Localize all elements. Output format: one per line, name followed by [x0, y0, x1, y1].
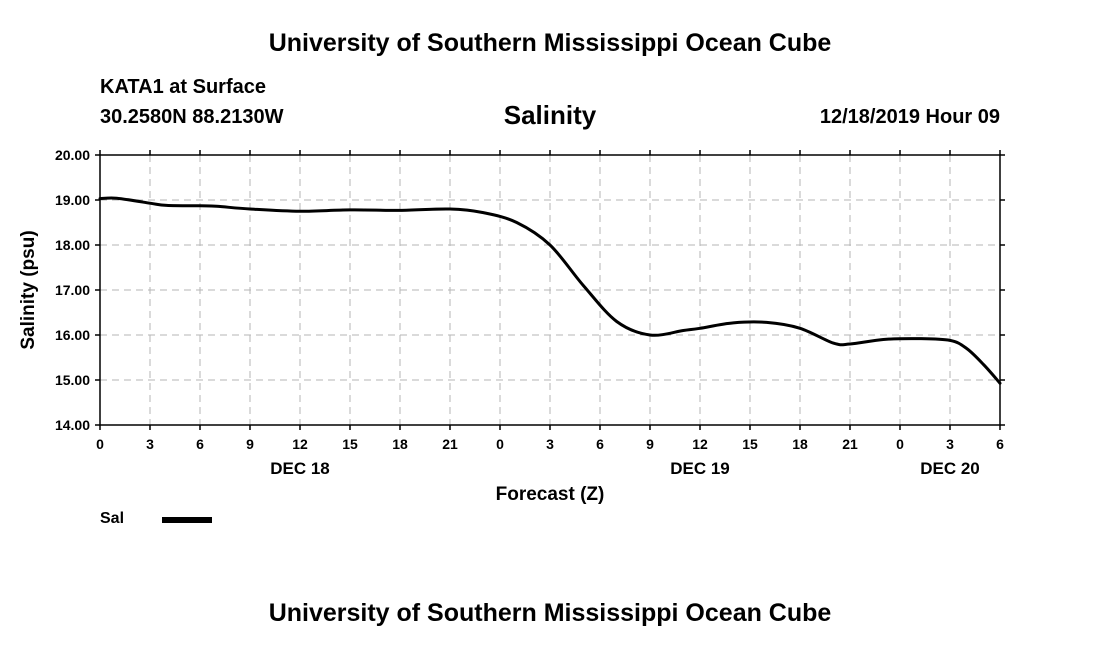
x-tick-label: 15 — [742, 436, 758, 452]
x-tick-label: 0 — [496, 436, 504, 452]
x-tick-label: 12 — [292, 436, 308, 452]
y-tick-label: 15.00 — [55, 372, 90, 388]
x-tick-label: 6 — [196, 436, 204, 452]
x-tick-label: 6 — [996, 436, 1004, 452]
top-title: University of Southern Mississippi Ocean… — [268, 29, 832, 57]
y-tick-label: 16.00 — [55, 327, 90, 343]
axis-ticks — [95, 150, 1005, 430]
x-date-label: DEC 18 — [270, 459, 330, 478]
y-tick-label: 14.00 — [55, 417, 90, 433]
x-tick-label: 9 — [246, 436, 254, 452]
x-tick-label: 18 — [792, 436, 808, 452]
bottom-title: University of Southern Mississippi Ocean… — [268, 599, 832, 627]
y-tick-label: 19.00 — [55, 192, 90, 208]
y-tick-label: 20.00 — [55, 147, 90, 163]
x-tick-label: 6 — [596, 436, 604, 452]
x-tick-label: 21 — [442, 436, 458, 452]
forecast-datetime: 12/18/2019 Hour 09 — [819, 106, 1000, 128]
legend-swatch — [162, 517, 212, 523]
series-line-sal — [98, 196, 1002, 385]
y-axis-label: Salinity (psu) — [18, 230, 39, 349]
axis-tick-labels: 14.00 15.00 16.00 17.00 18.00 19.00 20.00 0 3 6 9 1… — [55, 147, 1004, 478]
x-tick-label: 21 — [842, 436, 858, 452]
legend-label: Sal — [100, 510, 125, 527]
chart-title: Salinity — [503, 100, 597, 130]
x-tick-label: 12 — [692, 436, 708, 452]
x-tick-label: 18 — [392, 436, 408, 452]
x-axis-label: Forecast (Z) — [496, 484, 605, 505]
grid-lines — [100, 155, 1000, 425]
x-tick-label: 3 — [546, 436, 554, 452]
x-tick-label: 0 — [896, 436, 904, 452]
x-tick-label: 0 — [96, 436, 104, 452]
y-tick-label: 17.00 — [55, 282, 90, 298]
x-date-label: DEC 20 — [920, 459, 980, 478]
x-tick-label: 3 — [146, 436, 154, 452]
x-tick-label: 15 — [342, 436, 358, 452]
x-tick-label: 3 — [946, 436, 954, 452]
x-tick-label: 9 — [646, 436, 654, 452]
station-label: KATA1 at Surface — [100, 76, 266, 98]
coordinates-label: 30.2580N 88.2130W — [100, 106, 284, 128]
x-date-label: DEC 19 — [670, 459, 730, 478]
y-tick-label: 18.00 — [55, 237, 90, 253]
